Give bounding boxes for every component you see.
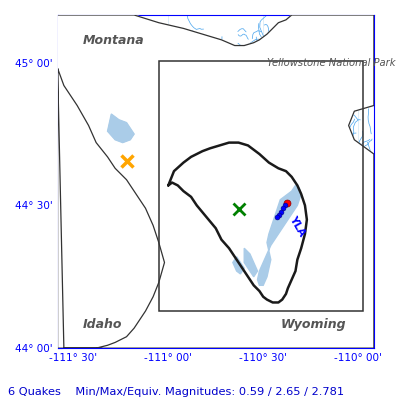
Text: Wyoming: Wyoming	[281, 318, 346, 331]
Text: 6 Quakes    Min/Max/Equiv. Magnitudes: 0.59 / 2.65 / 2.781: 6 Quakes Min/Max/Equiv. Magnitudes: 0.59…	[8, 387, 344, 397]
Polygon shape	[257, 186, 301, 285]
Text: Idaho: Idaho	[83, 318, 122, 331]
Text: Yellowstone National Park: Yellowstone National Park	[266, 58, 395, 68]
Polygon shape	[232, 257, 244, 274]
Text: YLA: YLA	[287, 214, 307, 238]
Polygon shape	[168, 143, 306, 302]
Polygon shape	[244, 248, 257, 277]
Bar	[158, 61, 362, 311]
Polygon shape	[107, 114, 134, 143]
Polygon shape	[58, 15, 373, 348]
Text: Montana: Montana	[83, 34, 144, 47]
